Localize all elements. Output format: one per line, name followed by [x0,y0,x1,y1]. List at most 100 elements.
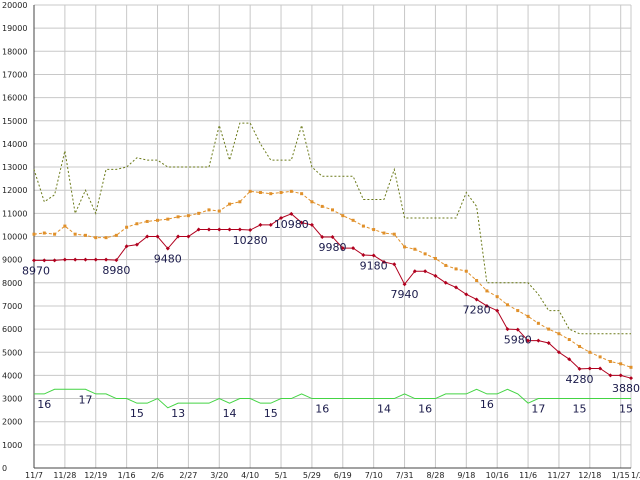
data-point [217,227,222,232]
series-2 [32,211,633,381]
data-point [464,292,469,297]
data-point [546,340,551,345]
data-point [176,234,181,239]
data-point [516,309,520,313]
data-point [371,253,376,258]
data-point [186,234,191,239]
x-tick-label: 3/20 [210,471,228,480]
data-label: 10980 [274,218,309,231]
data-point [536,338,541,343]
y-tick-label: 7000 [2,302,22,311]
y-tick-label: 4000 [2,371,22,380]
data-point [454,267,458,271]
data-point [186,214,190,218]
data-point [351,246,356,251]
data-point [587,366,592,371]
data-point [83,233,87,237]
x-tick-label: 7/10 [365,471,383,480]
data-label: 15 [619,403,633,416]
data-point [104,257,109,262]
data-point [156,218,160,222]
data-point [258,191,262,195]
y-tick-label: 5000 [2,348,22,357]
data-point [238,200,242,204]
data-point [196,227,201,232]
data-label: 16 [315,403,329,416]
series-1 [32,189,633,369]
data-label: 15 [573,403,587,416]
data-point [145,234,150,239]
data-point [228,202,232,206]
data-point [269,192,273,196]
data-point [598,355,602,359]
data-point [207,208,211,212]
x-tick-label: 2/27 [179,471,197,480]
data-point [515,327,520,332]
data-point [577,366,582,371]
data-point [330,234,335,239]
data-point [155,234,160,239]
series-line [33,122,631,335]
data-label: 5980 [504,334,532,347]
data-point [402,282,407,287]
data-point [124,244,129,249]
data-point [381,259,386,264]
data-point [474,297,479,302]
y-tick-label: 17000 [2,70,27,79]
data-label: 15 [130,407,144,420]
data-point [310,200,314,204]
data-label: 14 [223,407,237,420]
data-point [63,224,67,228]
data-point [320,234,325,239]
data-point [341,214,345,218]
data-point [433,273,438,278]
series-3 [34,388,631,409]
y-tick-label: 6000 [2,325,22,334]
data-point [331,208,334,212]
data-point [372,228,376,232]
data-point [629,365,633,369]
y-tick-label: 15000 [2,117,27,126]
data-point [505,303,509,307]
data-point [289,211,294,216]
data-point [556,350,561,355]
data-point [475,278,479,282]
data-point [258,222,263,227]
data-point [392,232,396,236]
data-label: 16 [480,398,494,411]
y-tick-label: 18000 [2,47,27,56]
data-point [166,217,170,221]
data-point [227,227,232,232]
data-point [279,215,284,220]
data-point [423,252,427,256]
data-point [104,236,108,240]
data-point [83,257,88,262]
data-point [165,246,170,251]
data-point [412,269,417,274]
data-point [413,247,417,251]
x-tick-label: 1/22 [631,471,640,480]
data-point [495,295,499,299]
y-tick-label: 10000 [2,233,27,242]
chart-series [32,122,633,409]
data-point [464,269,468,273]
data-point [547,327,551,331]
y-tick-label: 8000 [2,279,22,288]
data-point [248,189,252,193]
y-tick-label: 13000 [2,163,27,172]
data-point [52,258,57,263]
data-point [217,209,221,213]
series-line [34,388,631,409]
y-tick-label: 0 [2,464,7,473]
data-point [32,258,36,263]
data-point [351,218,355,222]
data-label: 3880 [612,382,640,395]
y-tick-label: 3000 [2,395,22,404]
x-tick-label: 7/31 [396,471,414,480]
data-point [598,366,603,371]
data-point [73,257,78,262]
data-point [485,289,489,293]
chart-data-labels: 8970 8980 9480 10280 10980 9980 9180 7940 7280 59… [22,218,640,420]
data-label: 17 [531,403,545,416]
